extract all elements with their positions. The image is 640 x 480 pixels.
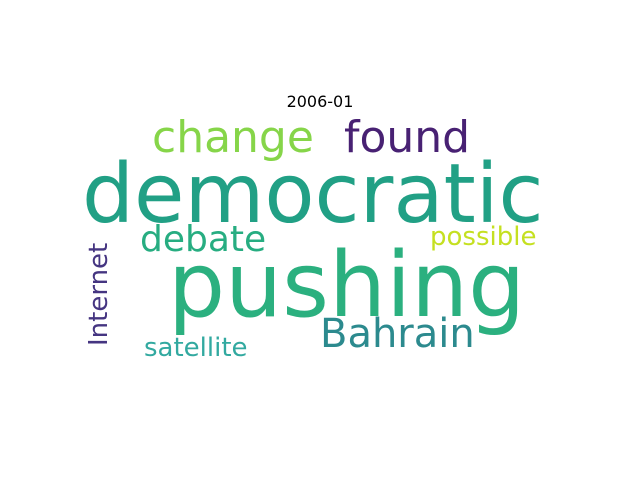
word-democratic: democratic <box>82 147 544 242</box>
word-cloud: change found democratic debate possible … <box>80 116 560 364</box>
word-bahrain: Bahrain <box>320 311 475 357</box>
word-possible: possible <box>430 222 537 252</box>
figure-title: 2006-01 <box>286 92 354 111</box>
word-satellite: satellite <box>144 333 248 363</box>
word-found: found <box>344 116 471 163</box>
word-pushing: pushing <box>168 233 526 338</box>
word-change: change <box>152 116 314 163</box>
word-internet: Internet <box>84 242 114 346</box>
word-debate: debate <box>140 219 267 260</box>
